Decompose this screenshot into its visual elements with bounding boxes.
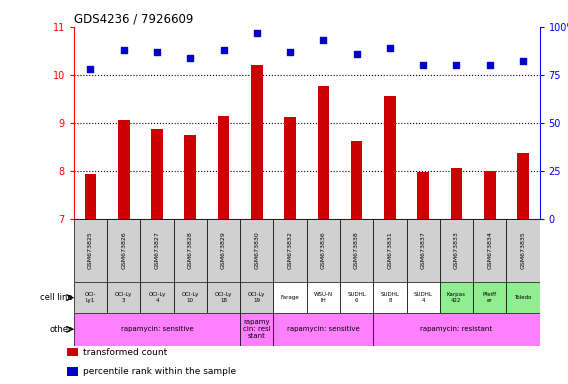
Bar [207, 282, 240, 313]
Point [219, 47, 228, 53]
Bar [74, 313, 240, 346]
Bar [240, 313, 273, 346]
Text: GSM673832: GSM673832 [287, 232, 293, 270]
Text: Toledo: Toledo [514, 295, 532, 300]
Bar [484, 171, 495, 219]
Text: GSM673838: GSM673838 [354, 232, 359, 270]
Bar [74, 219, 107, 282]
Bar [450, 169, 462, 219]
Bar [67, 348, 78, 356]
Bar [185, 135, 196, 219]
Text: SUDHL
4: SUDHL 4 [414, 292, 433, 303]
Point [519, 58, 528, 65]
Bar [373, 313, 540, 346]
Text: Karpas
422: Karpas 422 [447, 292, 466, 303]
Bar [284, 117, 296, 219]
Text: OCI-Ly
19: OCI-Ly 19 [248, 292, 265, 303]
Bar [440, 219, 473, 282]
Text: OCI-Ly
3: OCI-Ly 3 [115, 292, 132, 303]
Bar [407, 219, 440, 282]
Text: GSM673826: GSM673826 [121, 232, 126, 270]
Bar [251, 65, 262, 219]
Text: GSM673834: GSM673834 [487, 232, 492, 270]
Bar [351, 141, 362, 219]
Bar [118, 121, 130, 219]
Bar [373, 282, 407, 313]
Point [152, 49, 161, 55]
Bar [273, 282, 307, 313]
Bar [373, 219, 407, 282]
Bar [273, 313, 373, 346]
Text: GSM673836: GSM673836 [321, 232, 326, 270]
Point [352, 51, 361, 57]
Text: SUDHL
8: SUDHL 8 [381, 292, 399, 303]
Text: rapamy
cin: resi
stant: rapamy cin: resi stant [243, 319, 270, 339]
Text: WSU-N
IH: WSU-N IH [314, 292, 333, 303]
Text: OCI-Ly
18: OCI-Ly 18 [215, 292, 232, 303]
Bar [506, 219, 540, 282]
Bar [240, 282, 273, 313]
Bar [85, 174, 97, 219]
Bar [107, 282, 140, 313]
Point [252, 30, 261, 36]
Bar [67, 367, 78, 376]
Text: rapamycin: resistant: rapamycin: resistant [420, 326, 492, 332]
Bar [174, 219, 207, 282]
Bar [318, 86, 329, 219]
Bar [384, 96, 396, 219]
Text: other: other [49, 325, 72, 334]
Bar [140, 282, 174, 313]
Bar [517, 153, 529, 219]
Bar [140, 219, 174, 282]
Bar [473, 282, 506, 313]
Text: OCI-
Ly1: OCI- Ly1 [85, 292, 97, 303]
Text: GSM673831: GSM673831 [387, 232, 392, 270]
Bar [74, 282, 107, 313]
Point [186, 55, 195, 61]
Bar [174, 282, 207, 313]
Text: GSM673828: GSM673828 [188, 232, 193, 270]
Text: GSM673825: GSM673825 [88, 232, 93, 270]
Text: SUDHL
6: SUDHL 6 [347, 292, 366, 303]
Bar [407, 282, 440, 313]
Bar [107, 219, 140, 282]
Bar [151, 129, 163, 219]
Text: rapamycin: sensitive: rapamycin: sensitive [287, 326, 360, 332]
Text: rapamycin: sensitive: rapamycin: sensitive [120, 326, 193, 332]
Text: GSM673830: GSM673830 [254, 232, 260, 270]
Point [119, 47, 128, 53]
Bar [307, 219, 340, 282]
Bar [417, 172, 429, 219]
Bar [218, 116, 229, 219]
Point [485, 62, 494, 68]
Point [385, 45, 394, 51]
Bar [273, 219, 307, 282]
Bar [440, 282, 473, 313]
Point [452, 62, 461, 68]
Text: GSM673833: GSM673833 [454, 232, 459, 270]
Text: Pfeiff
er: Pfeiff er [483, 292, 497, 303]
Text: percentile rank within the sample: percentile rank within the sample [83, 367, 236, 376]
Text: transformed count: transformed count [83, 348, 168, 357]
Point [319, 37, 328, 43]
Text: OCI-Ly
4: OCI-Ly 4 [148, 292, 166, 303]
Point [419, 62, 428, 68]
Text: cell line: cell line [40, 293, 72, 302]
Point [286, 49, 295, 55]
Text: GSM673837: GSM673837 [421, 232, 425, 270]
Bar [340, 282, 373, 313]
Bar [340, 219, 373, 282]
Text: GSM673827: GSM673827 [154, 232, 160, 270]
Bar [473, 219, 506, 282]
Bar [506, 282, 540, 313]
Bar [307, 282, 340, 313]
Text: Farage: Farage [281, 295, 299, 300]
Text: GSM673835: GSM673835 [520, 232, 525, 270]
Bar [207, 219, 240, 282]
Point [86, 66, 95, 72]
Text: GSM673829: GSM673829 [221, 232, 226, 270]
Text: OCI-Ly
10: OCI-Ly 10 [182, 292, 199, 303]
Bar [240, 219, 273, 282]
Text: GDS4236 / 7926609: GDS4236 / 7926609 [74, 13, 193, 26]
